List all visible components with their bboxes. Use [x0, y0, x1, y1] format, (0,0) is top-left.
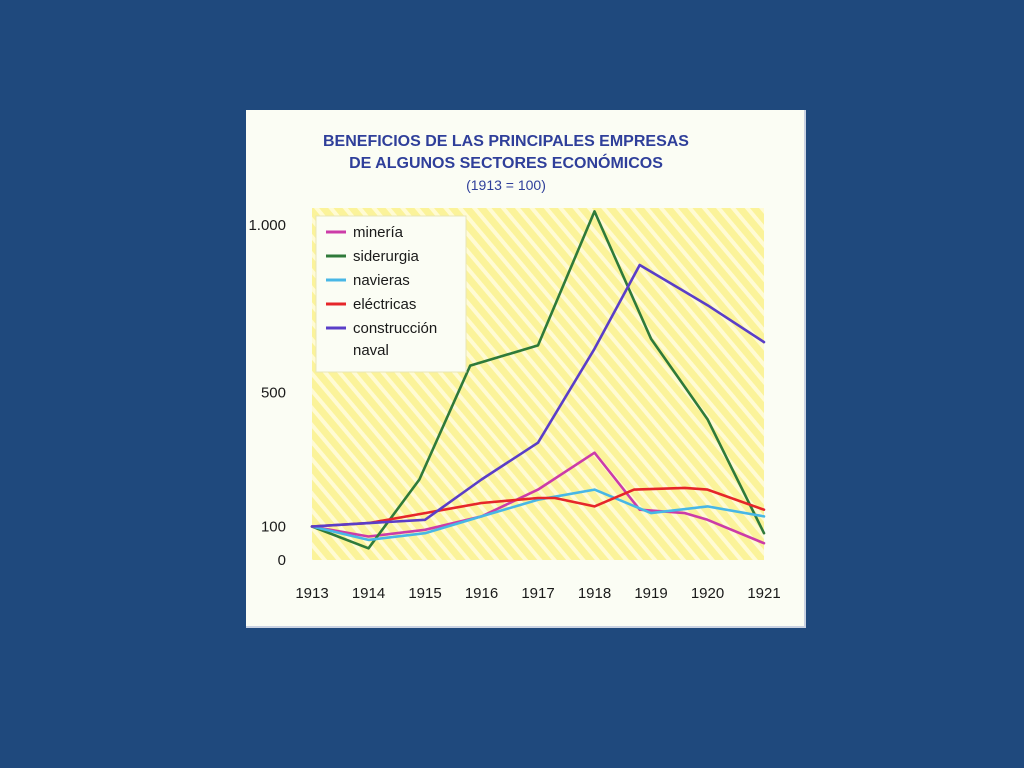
legend: minería siderurgia navieras eléctricas const… [315, 215, 467, 373]
series-line-3 [310, 488, 766, 542]
legend-label: minería [353, 224, 404, 241]
series-line-2 [310, 210, 766, 550]
x-tick-label: 1918 [578, 585, 611, 602]
legend-label: construcción naval [353, 320, 437, 359]
chart-image: BENEFICIOS DE LAS PRINCIPALES EMPRESAS D… [246, 110, 806, 628]
chart: BENEFICIOS DE LAS PRINCIPALES EMPRESAS D… [248, 133, 780, 602]
x-tick-label: 1921 [747, 585, 780, 602]
y-axis: 0 100 500 1.000 [248, 217, 286, 569]
legend-label: navieras [353, 272, 410, 289]
series-lines [310, 210, 766, 550]
chart-title-line-1: BENEFICIOS DE LAS PRINCIPALES EMPRESAS [323, 133, 689, 150]
y-tick-label: 1.000 [248, 217, 286, 234]
chart-subtitle: (1913 = 100) [466, 177, 546, 193]
legend-label: eléctricas [353, 296, 416, 313]
x-tick-label: 1916 [465, 585, 498, 602]
x-axis: 1913 1914 1915 1916 1917 1918 1919 1920 1921 [295, 585, 780, 602]
x-tick-label: 1913 [295, 585, 328, 602]
x-tick-label: 1915 [408, 585, 441, 602]
chart-title-line-2: DE ALGUNOS SECTORES ECONÓMICOS [349, 153, 663, 172]
x-tick-label: 1917 [521, 585, 554, 602]
legend-box [315, 215, 467, 373]
y-tick-label: 0 [278, 552, 286, 569]
legend-label: siderurgia [353, 248, 420, 265]
x-tick-label: 1914 [352, 585, 385, 602]
y-tick-label: 500 [261, 384, 286, 401]
series-line-1 [310, 451, 766, 545]
series-line-5 [310, 263, 766, 528]
x-tick-label: 1919 [634, 585, 667, 602]
x-tick-label: 1920 [691, 585, 724, 602]
series-line-4 [310, 486, 766, 528]
y-tick-label: 100 [261, 518, 286, 535]
